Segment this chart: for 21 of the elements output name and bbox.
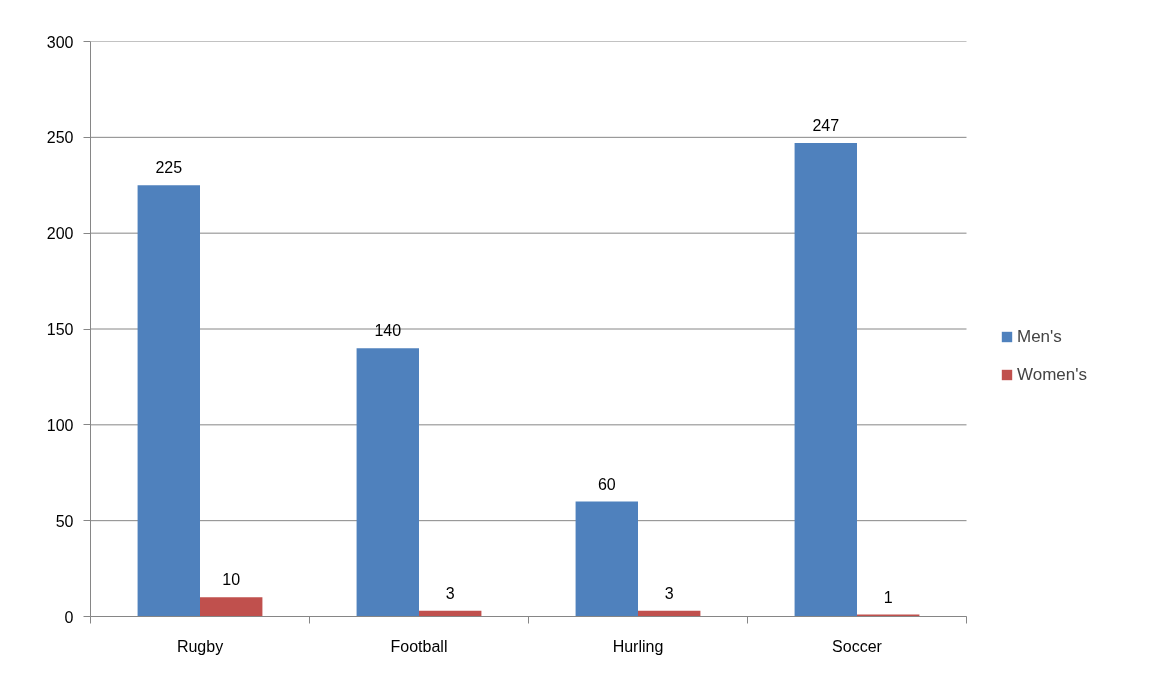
x-tick-label: Soccer — [832, 637, 883, 655]
x-tick-label: Football — [390, 637, 448, 655]
legend-label: Women's — [1017, 364, 1088, 385]
data-label: 225 — [155, 159, 183, 177]
x-tick-label: Hurling — [612, 637, 664, 655]
data-label: 247 — [812, 117, 840, 135]
data-label: 10 — [222, 571, 241, 589]
data-label: 140 — [374, 322, 402, 340]
legend-label: Men's — [1017, 326, 1062, 347]
y-tick-label: 50 — [55, 512, 74, 530]
data-label: 1 — [883, 588, 893, 606]
y-tick-label: 150 — [46, 321, 74, 338]
y-tick-label: 300 — [46, 33, 74, 51]
y-tick-label: 250 — [46, 129, 74, 147]
y-tick-label: 100 — [46, 416, 74, 434]
data-label: 60 — [597, 475, 616, 493]
data-label: 3 — [664, 584, 674, 602]
y-tick-label: 0 — [64, 608, 74, 626]
x-tick-label: Rugby — [176, 637, 224, 655]
data-label: 3 — [445, 584, 455, 602]
y-tick-label: 200 — [46, 225, 74, 243]
